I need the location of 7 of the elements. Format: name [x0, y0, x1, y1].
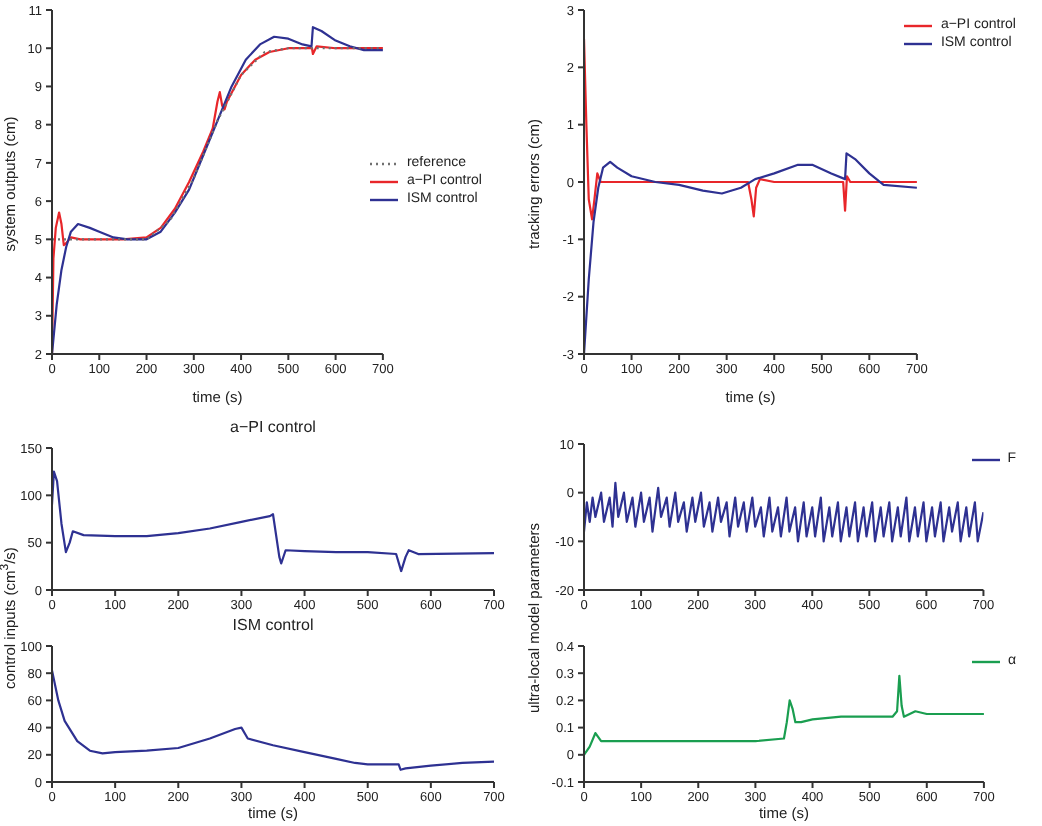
line-series	[52, 47, 383, 241]
line-series	[584, 481, 984, 543]
line-series	[52, 669, 494, 771]
chart-title: a−PI control	[228, 418, 318, 436]
line-series	[52, 470, 494, 573]
chart-title: ISM control	[230, 616, 316, 634]
line-series	[584, 674, 984, 756]
